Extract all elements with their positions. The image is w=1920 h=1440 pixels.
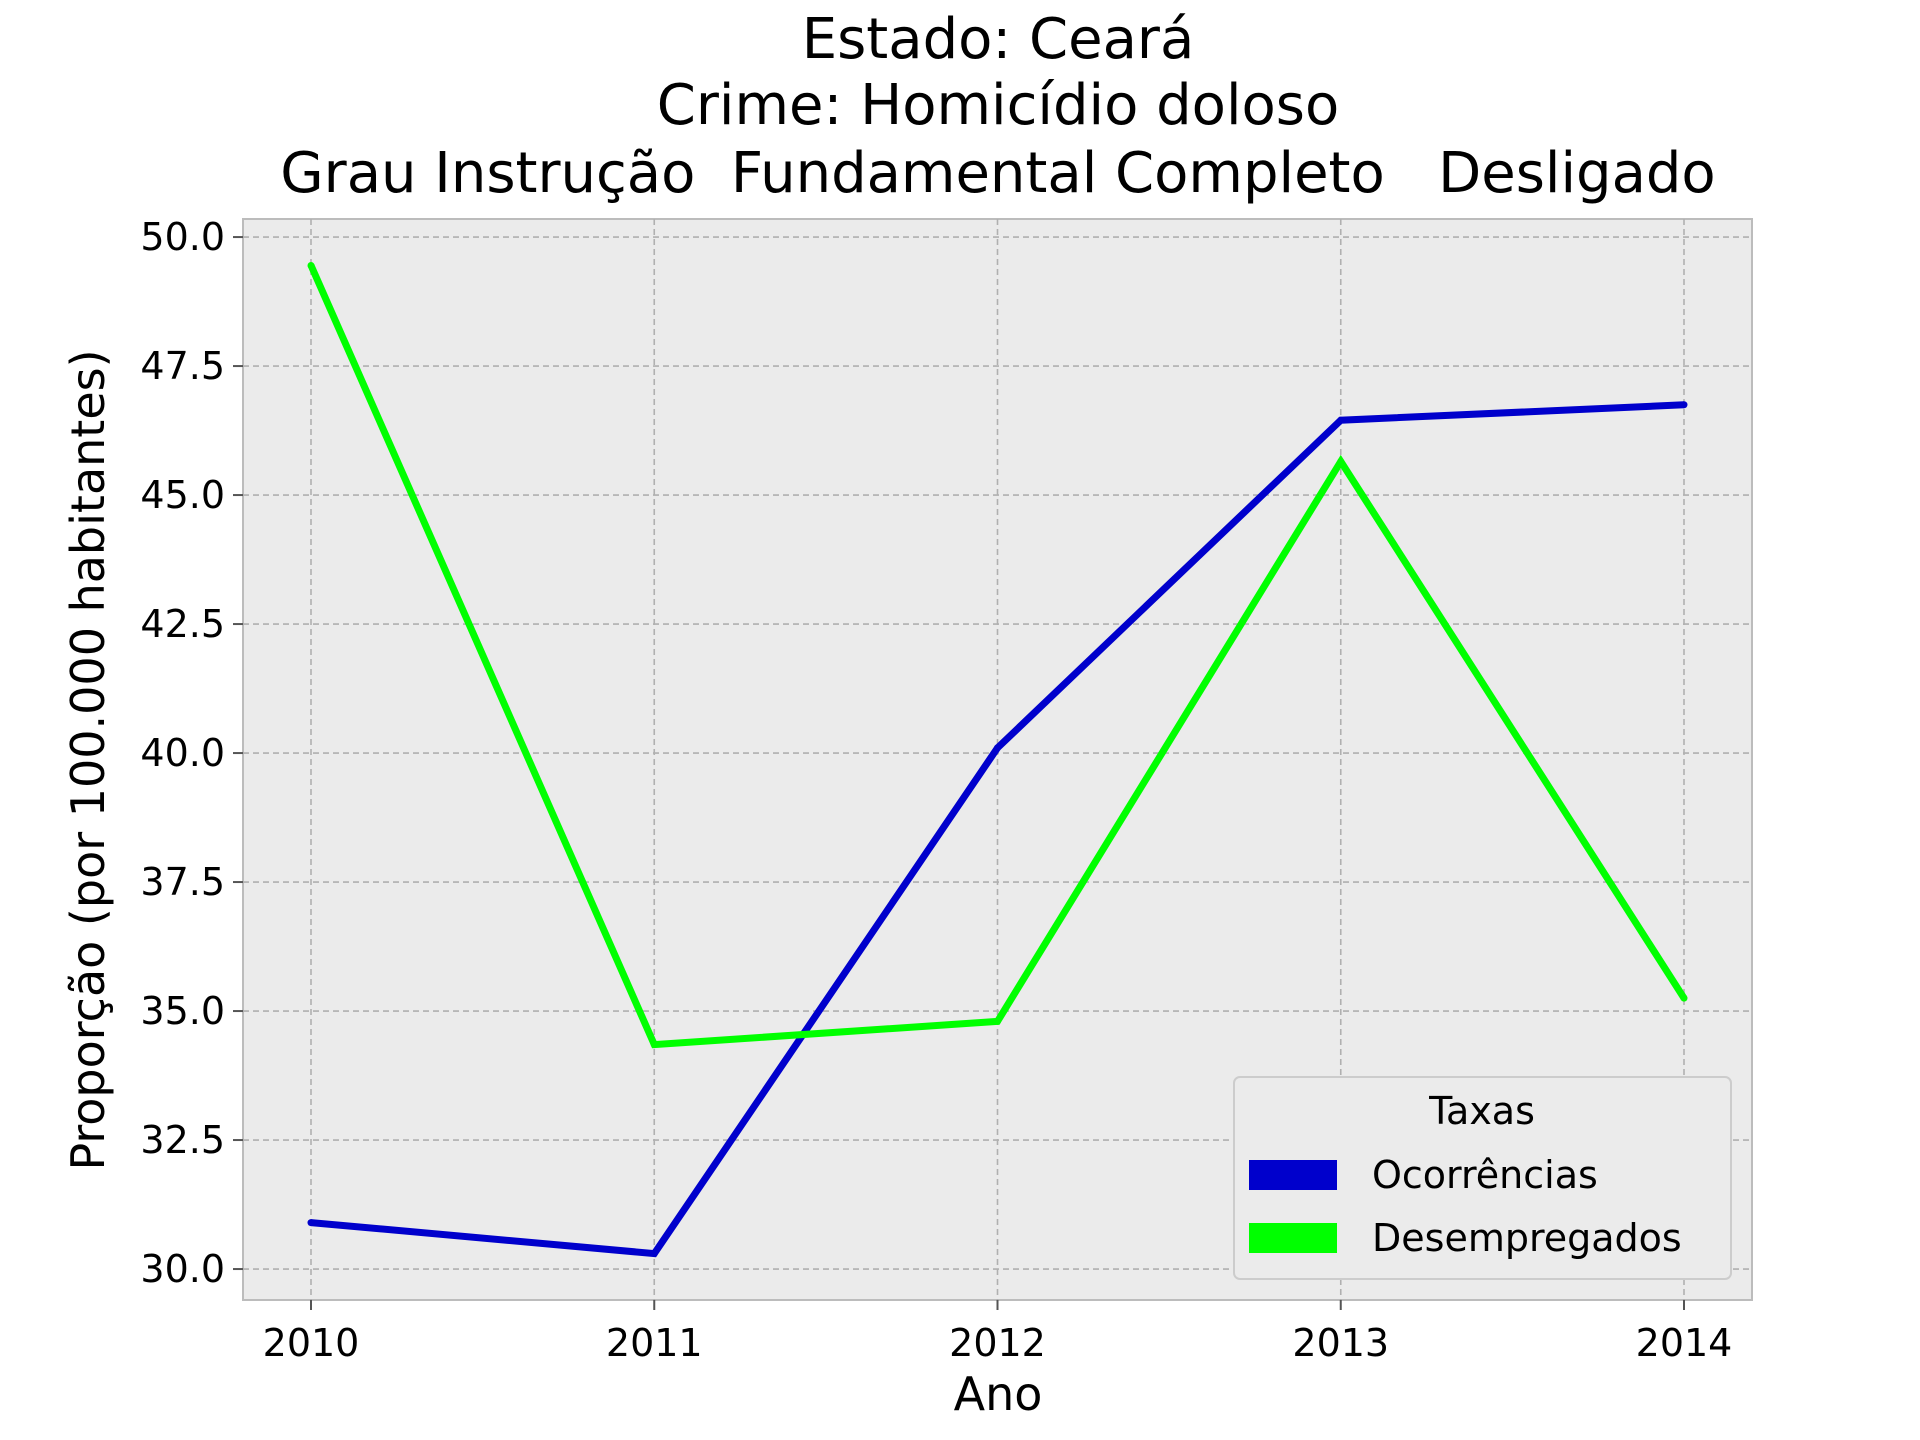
series-1-point-2013 [1337, 458, 1345, 466]
title-line-crime: Crime: Homicídio doloso [657, 73, 1339, 138]
legend-box [1233, 1076, 1732, 1280]
x-tick-label-2014: 2014 [1636, 1321, 1733, 1365]
y-tick-label-47.5: 47.5 [140, 344, 225, 388]
series-0-point-2011 [650, 1250, 658, 1258]
y-tick-label-45.0: 45.0 [140, 473, 225, 517]
x-axis-ticks: 2010 2011 2012 2013 2014 [263, 1300, 1733, 1365]
chart-title: Estado: Ceará Crime: Homicídio doloso Gr… [280, 7, 1715, 206]
y-tick-label-42.5: 42.5 [140, 602, 225, 646]
series-0-point-2014 [1680, 401, 1688, 409]
y-axis-label: Proporção (por 100.000 habitantes) [61, 349, 115, 1170]
y-tick-label-32.5: 32.5 [140, 1118, 225, 1162]
series-1-point-2014 [1680, 994, 1688, 1002]
y-tick-label-30.0: 30.0 [140, 1247, 225, 1291]
series-0-point-2012 [994, 744, 1001, 752]
series-1-point-2010 [307, 261, 315, 269]
y-tick-label-37.5: 37.5 [140, 860, 225, 904]
y-tick-label-40.0: 40.0 [140, 731, 225, 775]
x-axis-label: Ano [954, 1367, 1043, 1421]
legend-label-ocorrencias: Ocorrências [1372, 1153, 1598, 1197]
legend-swatch-desempregados [1249, 1223, 1337, 1253]
y-tick-label-50.0: 50.0 [140, 215, 225, 259]
y-tick-label-35.0: 35.0 [140, 989, 225, 1033]
legend: Taxas Ocorrências Desempregados [1233, 1076, 1732, 1280]
x-tick-label-2010: 2010 [263, 1321, 360, 1365]
legend-swatch-ocorrencias [1249, 1160, 1337, 1190]
series-lines [307, 261, 1688, 1258]
series-0-point-2013 [1337, 416, 1345, 424]
x-tick-label-2012: 2012 [949, 1321, 1046, 1365]
legend-label-desempregados: Desempregados [1372, 1216, 1682, 1260]
title-line-state: Estado: Ceará [802, 7, 1195, 72]
x-tick-label-2013: 2013 [1292, 1321, 1389, 1365]
series-1-point-2012 [994, 1017, 1001, 1025]
title-line-education: Grau Instrução Fundamental Completo Desl… [280, 141, 1715, 206]
x-tick-label-2011: 2011 [606, 1321, 703, 1365]
series-0-point-2010 [307, 1219, 315, 1227]
y-axis-ticks: 30.0 32.5 35.0 37.5 40.0 42.5 45.0 47.5 50.0 [140, 215, 243, 1291]
legend-title: Taxas [1428, 1089, 1535, 1133]
series-1-point-2011 [650, 1041, 658, 1049]
